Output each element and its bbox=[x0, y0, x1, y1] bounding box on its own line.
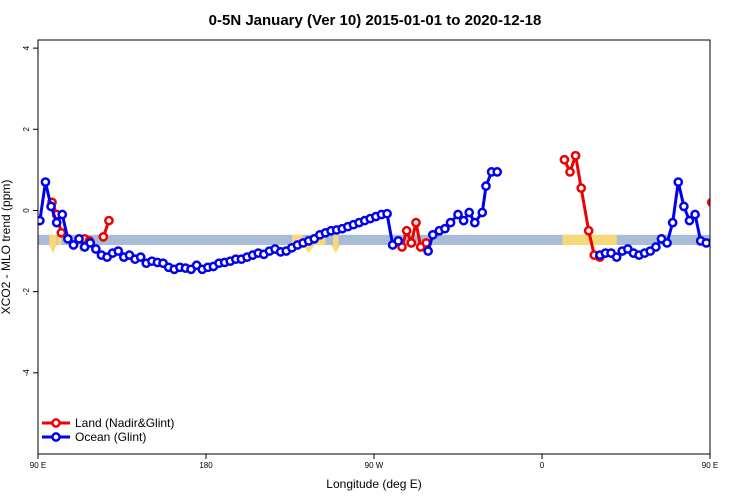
land-data-point bbox=[719, 229, 726, 236]
ocean-data-point bbox=[91, 244, 101, 254]
ocean-data-point bbox=[716, 178, 723, 185]
ocean-data-point bbox=[464, 207, 475, 218]
land-band-segment bbox=[588, 234, 617, 245]
ocean-data-point bbox=[662, 238, 672, 248]
land-data-point bbox=[406, 238, 417, 248]
ocean-data-point bbox=[382, 208, 392, 219]
ocean-data-point bbox=[651, 242, 661, 252]
x-tick-label: 90 W bbox=[365, 461, 384, 470]
ocean-data-point bbox=[611, 252, 622, 262]
land-data-point bbox=[56, 227, 67, 238]
ocean-data-point bbox=[727, 219, 734, 226]
land-data-point bbox=[565, 167, 575, 177]
ocean-data-point bbox=[673, 177, 684, 187]
ocean-data-point bbox=[701, 238, 710, 248]
x-tick-label: 0 bbox=[540, 461, 545, 470]
ocean-data-point bbox=[721, 203, 728, 210]
land-band-segment bbox=[332, 234, 339, 245]
land-data-point bbox=[104, 215, 114, 226]
ocean-data-point bbox=[453, 209, 463, 220]
land-data-point bbox=[714, 211, 721, 218]
ocean-data-point bbox=[445, 217, 456, 228]
ocean-data-point bbox=[458, 215, 469, 226]
land-band-segment bbox=[562, 234, 589, 245]
land-band-segment bbox=[291, 234, 304, 245]
land-band-segment bbox=[314, 234, 326, 245]
x-tick-label: 90 E bbox=[702, 461, 718, 470]
y-axis-label: XCO2 - MLO trend (ppm) bbox=[0, 180, 13, 315]
ocean-data-point bbox=[684, 215, 695, 226]
land-data-point bbox=[570, 150, 581, 161]
x-tick-label: 90 E bbox=[30, 461, 46, 470]
y-tick-label: -4 bbox=[22, 369, 31, 377]
ocean-data-point bbox=[38, 215, 45, 226]
land-data-point bbox=[411, 217, 421, 228]
legend-label: Land (Nadir&Glint) bbox=[75, 416, 174, 430]
ocean-data-point bbox=[427, 229, 438, 240]
ocean-data-point bbox=[74, 234, 84, 244]
series-layer bbox=[38, 150, 750, 275]
land-data-point bbox=[98, 232, 109, 242]
land-band-segment bbox=[729, 235, 740, 245]
land-band-marker bbox=[303, 244, 315, 253]
ocean-data-point bbox=[477, 207, 488, 218]
land-band-marker bbox=[331, 244, 341, 253]
land-band-segment bbox=[57, 234, 62, 245]
legend-swatch-marker bbox=[51, 432, 61, 442]
legend-item-ocean: Ocean (Glint) bbox=[42, 430, 146, 444]
land-data-point bbox=[707, 197, 710, 207]
legend-label: Ocean (Glint) bbox=[75, 430, 146, 444]
land-band-marker bbox=[49, 244, 57, 253]
legend-item-land: Land (Nadir&Glint) bbox=[42, 416, 174, 430]
y-tick-label: 0 bbox=[22, 208, 31, 213]
ocean-data-point bbox=[690, 209, 700, 220]
x-axis: 90 E 180 90 W 0 90 E bbox=[30, 454, 718, 470]
ocean-data-point bbox=[85, 238, 96, 248]
ocean-data-point bbox=[738, 235, 745, 242]
legend-swatch-marker bbox=[51, 418, 61, 428]
x-axis-label: Longitude (deg E) bbox=[326, 477, 421, 491]
y-tick-label: 2 bbox=[22, 127, 31, 132]
ocean-data-point bbox=[733, 211, 740, 218]
ocean-data-point bbox=[423, 246, 433, 256]
plot-frame bbox=[37, 39, 711, 455]
ocean-data-point bbox=[68, 240, 79, 250]
x-tick-label: 180 bbox=[199, 461, 213, 470]
ocean-data-point bbox=[51, 217, 62, 228]
ocean-data-point bbox=[46, 201, 56, 212]
land-band-marker bbox=[729, 245, 740, 253]
land-data-point bbox=[559, 154, 570, 165]
land-data-point bbox=[742, 235, 749, 242]
ocean-data-point bbox=[469, 217, 480, 228]
ocean-data-point bbox=[492, 167, 503, 177]
land-data-point bbox=[401, 225, 412, 236]
ocean-data-point bbox=[57, 209, 68, 220]
ocean-band bbox=[38, 234, 710, 245]
ocean-data-point bbox=[393, 236, 404, 246]
ocean-data-point bbox=[481, 181, 491, 191]
ocean-series-line bbox=[719, 181, 750, 259]
land-data-point bbox=[576, 183, 587, 193]
ocean-data-point bbox=[63, 234, 73, 244]
ocean-data-point bbox=[440, 223, 450, 234]
legend: Land (Nadir&Glint)Ocean (Glint) bbox=[42, 416, 174, 444]
ocean-data-point bbox=[40, 177, 51, 187]
y-axis: 4 2 0 -2 -4 bbox=[22, 45, 38, 376]
ocean-data-point bbox=[135, 252, 146, 262]
ocean-data-point bbox=[667, 217, 678, 228]
ocean-data-point bbox=[744, 241, 750, 248]
y-tick-label: -2 bbox=[22, 288, 31, 296]
land-band-segment bbox=[712, 235, 721, 245]
land-data-point bbox=[738, 233, 745, 240]
ocean-data-point bbox=[679, 201, 689, 212]
chart-title: 0-5N January (Ver 10) 2015-01-01 to 2020… bbox=[209, 12, 542, 29]
land-series-line bbox=[712, 202, 723, 232]
land-data-point bbox=[583, 225, 594, 236]
land-series-line bbox=[742, 221, 750, 243]
ocean-data-point bbox=[113, 246, 124, 256]
land-band-segment bbox=[49, 234, 57, 245]
y-tick-label: 4 bbox=[22, 45, 31, 50]
